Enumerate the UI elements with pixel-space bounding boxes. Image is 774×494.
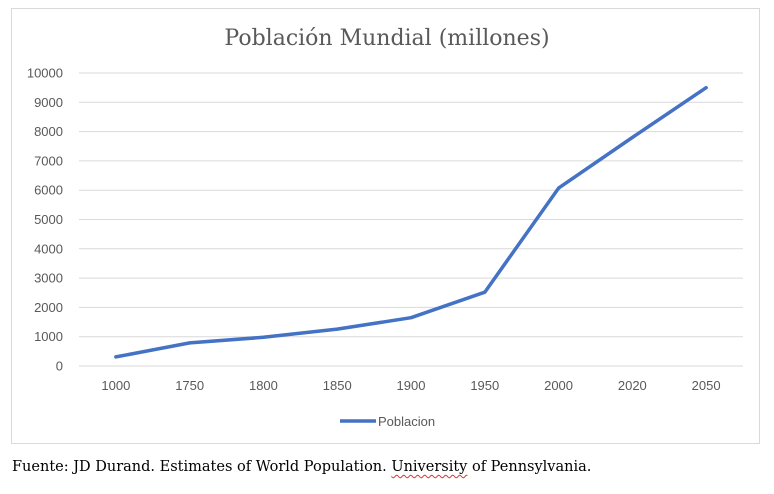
source-note: Fuente: JD Durand. Estimates of World Po… xyxy=(12,459,591,475)
source-note-prefix: Fuente: JD Durand. Estimates of World Po… xyxy=(12,459,392,475)
data-point xyxy=(557,186,561,190)
y-tick-label: 0 xyxy=(56,359,63,374)
y-tick-label: 3000 xyxy=(34,271,63,286)
y-tick-label: 6000 xyxy=(34,183,63,198)
data-point xyxy=(188,341,192,345)
data-point xyxy=(704,86,708,90)
y-tick-label: 9000 xyxy=(34,95,63,110)
x-tick-label: 1750 xyxy=(175,378,204,393)
data-point xyxy=(630,135,634,139)
y-tick-label: 1000 xyxy=(34,329,63,344)
x-tick-label: 1850 xyxy=(323,378,352,393)
y-tick-label: 7000 xyxy=(34,153,63,168)
gridlines xyxy=(79,72,743,367)
x-tick-label: 2020 xyxy=(618,378,647,393)
x-tick-label: 2050 xyxy=(692,378,721,393)
x-tick-label: 1900 xyxy=(397,378,426,393)
y-axis-ticks: 0 1000 2000 3000 4000 5000 6000 7000 8000 9000 100… xyxy=(27,66,63,374)
source-note-suffix: of Pennsylvania. xyxy=(467,459,592,475)
chart-frame: Población Mundial (millones) 0 1000 2000 30… xyxy=(11,8,760,444)
x-tick-label: 1950 xyxy=(470,378,499,393)
chart-title: Población Mundial (millones) xyxy=(224,26,549,51)
x-axis-ticks: 1000 1750 1800 1850 1900 1950 2000 2020 2050 xyxy=(101,378,720,393)
y-tick-label: 10000 xyxy=(27,66,63,81)
data-point xyxy=(114,355,118,359)
y-tick-label: 2000 xyxy=(34,300,63,315)
data-point xyxy=(409,316,413,320)
series-layer xyxy=(114,85,708,359)
legend: Poblacion xyxy=(340,414,435,429)
data-point xyxy=(261,335,265,339)
data-point xyxy=(335,327,339,331)
legend-label: Poblacion xyxy=(378,414,435,429)
x-tick-label: 1000 xyxy=(101,378,130,393)
y-tick-label: 4000 xyxy=(34,241,63,256)
y-tick-label: 8000 xyxy=(34,124,63,139)
x-tick-label: 1800 xyxy=(249,378,278,393)
line-chart: Población Mundial (millones) 0 1000 2000 30… xyxy=(27,26,743,429)
data-point xyxy=(483,290,487,294)
source-note-flagged-word: University xyxy=(391,459,468,475)
x-tick-label: 2000 xyxy=(544,378,573,393)
y-tick-label: 5000 xyxy=(34,212,63,227)
